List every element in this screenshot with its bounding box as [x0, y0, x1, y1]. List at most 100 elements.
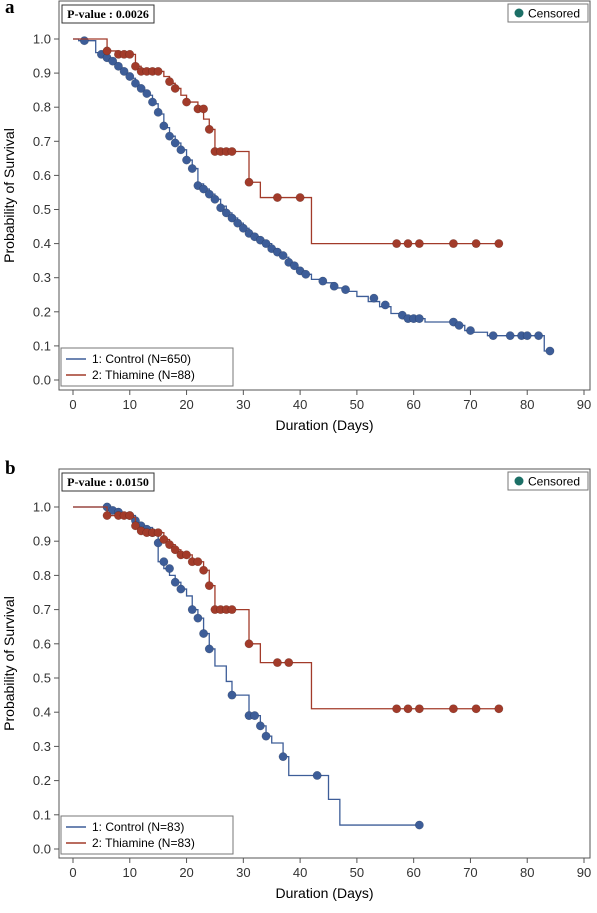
censor-marker-thiamine	[448, 704, 458, 714]
censor-marker-control	[204, 644, 214, 654]
plot-frame	[58, 0, 591, 391]
plot-frame	[58, 468, 591, 859]
x-tick-label: 40	[293, 397, 307, 412]
x-tick-label: 0	[69, 865, 76, 880]
censor-marker-thiamine	[471, 239, 481, 249]
censor-marker-control	[301, 269, 311, 279]
censored-legend-box	[507, 3, 589, 23]
censor-marker-thiamine	[125, 511, 135, 520]
censor-marker-thiamine	[153, 528, 163, 538]
censor-marker-control	[329, 281, 339, 291]
y-tick-label: 0.3	[33, 270, 51, 285]
y-tick-label: 0.3	[33, 739, 51, 754]
y-tick-label: 0.1	[33, 807, 51, 822]
x-tick-label: 80	[520, 397, 534, 412]
censor-marker-control	[227, 690, 237, 700]
x-tick-label: 20	[179, 865, 193, 880]
censor-marker-control	[170, 577, 180, 587]
censor-marker-thiamine	[471, 704, 481, 714]
censor-marker-control	[522, 331, 532, 341]
censor-marker-thiamine	[414, 704, 424, 714]
censor-marker-thiamine	[204, 581, 214, 591]
censor-marker-thiamine	[170, 545, 180, 555]
censor-marker-control	[221, 208, 231, 218]
censor-marker-thiamine	[272, 193, 282, 203]
censor-marker-thiamine	[403, 704, 413, 714]
censor-marker-control	[159, 121, 169, 131]
x-tick-label: 50	[350, 865, 364, 880]
y-tick-label: 0.6	[33, 168, 51, 183]
censored-legend-label: Censored	[528, 7, 580, 21]
x-tick-label: 40	[293, 865, 307, 880]
censor-marker-thiamine	[227, 147, 237, 156]
x-tick-label: 20	[179, 397, 193, 412]
censor-marker-thiamine	[193, 557, 203, 567]
pvalue-box	[61, 4, 155, 24]
censored-legend-box	[507, 471, 589, 491]
x-tick-label: 90	[577, 397, 591, 412]
y-axis-title: Probability of Survival	[1, 596, 17, 731]
censor-marker-thiamine	[204, 124, 214, 134]
censor-marker-control	[193, 613, 203, 623]
series-legend-label-control: 1: Control (N=650)	[92, 352, 191, 366]
censor-marker-control	[414, 820, 424, 830]
censor-marker-thiamine	[199, 565, 209, 575]
censor-marker-control	[216, 203, 226, 213]
censor-marker-thiamine	[448, 239, 458, 249]
censor-marker-control	[233, 218, 243, 228]
censor-marker-control	[210, 194, 220, 204]
y-tick-label: 1.0	[33, 32, 51, 47]
censor-marker-control	[142, 89, 152, 99]
censor-marker-control	[125, 72, 135, 81]
y-tick-label: 0.0	[33, 373, 51, 388]
censor-marker-control	[488, 331, 498, 341]
y-tick-label: 0.4	[33, 705, 51, 720]
y-tick-label: 0.0	[33, 842, 51, 857]
censor-marker-control	[380, 300, 390, 310]
y-tick-label: 0.4	[33, 236, 51, 251]
censor-marker-thiamine	[284, 658, 294, 668]
y-axis-title: Probability of Survival	[1, 128, 17, 263]
series-legend-box	[60, 347, 234, 387]
survival-chart-a: 0.0 0.1 0.2 0.3 0.4 0.5 0.6 0.7 0.8 0.9 1.0 0 10 20 30…	[1, 0, 591, 433]
censor-marker-control	[176, 145, 186, 155]
censor-marker-control	[318, 276, 328, 286]
censor-marker-control	[312, 771, 322, 780]
pvalue-label: P-value : 0.0150	[67, 475, 149, 489]
series-legend-label-thiamine: 2: Thiamine (N=83)	[92, 836, 195, 850]
censor-marker-control	[454, 320, 464, 330]
censor-marker-thiamine	[102, 46, 112, 56]
censor-marker-control	[414, 314, 424, 324]
y-tick-label: 1.0	[33, 500, 51, 515]
censor-marker-thiamine	[159, 535, 169, 544]
y-tick-label: 0.2	[33, 773, 51, 788]
x-tick-label: 10	[123, 397, 137, 412]
censor-marker-control	[227, 213, 237, 223]
censor-marker-thiamine	[153, 66, 163, 76]
censor-marker-thiamine	[392, 704, 402, 714]
censor-marker-thiamine	[131, 521, 140, 531]
censor-marker-control	[159, 557, 169, 567]
censor-marker-control	[187, 605, 197, 615]
y-tick-label: 0.8	[33, 100, 51, 115]
censor-marker-control	[255, 721, 265, 731]
censor-marker-thiamine	[494, 239, 504, 249]
censor-marker-control	[199, 629, 209, 638]
censor-marker-thiamine	[244, 177, 254, 187]
censor-marker-thiamine	[403, 239, 413, 249]
censor-marker-control	[278, 251, 288, 260]
censor-marker-control	[187, 164, 197, 174]
censor-marker-control	[148, 97, 157, 107]
censor-marker-control	[341, 285, 350, 295]
pvalue-box	[61, 472, 155, 492]
censored-legend-label: Censored	[528, 475, 580, 489]
censor-marker-thiamine	[494, 704, 504, 714]
censor-marker-thiamine	[199, 104, 209, 114]
y-tick-label: 0.9	[33, 66, 51, 81]
censor-marker-control	[165, 131, 174, 141]
y-tick-label: 0.6	[33, 636, 51, 651]
censor-marker-control	[465, 326, 475, 336]
censor-marker-thiamine	[165, 77, 174, 87]
survival-curve-thiamine	[73, 38, 499, 245]
x-tick-label: 60	[406, 865, 420, 880]
